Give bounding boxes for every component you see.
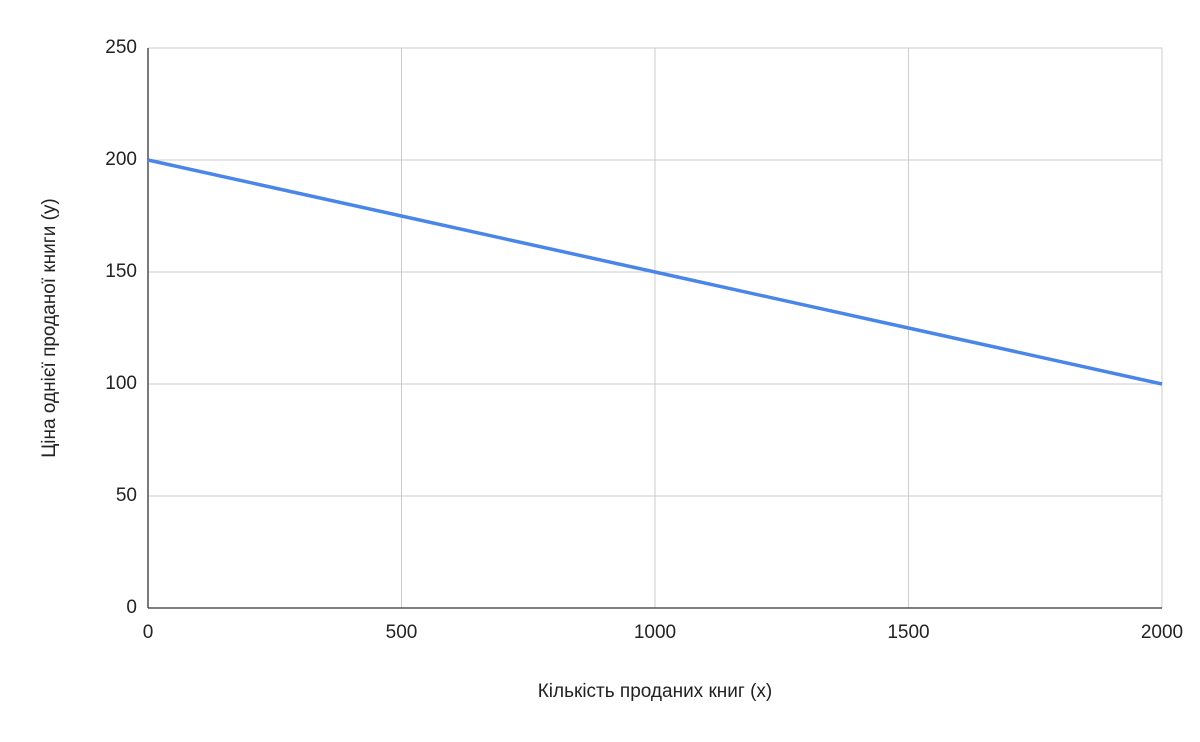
x-axis-title: Кількість проданих книг (x) xyxy=(538,681,773,702)
y-tick-label: 200 xyxy=(105,149,137,170)
y-tick-label: 0 xyxy=(126,597,137,618)
y-tick-label: 100 xyxy=(105,373,137,394)
y-axis-title: Ціна однієї проданої книги (y) xyxy=(39,198,60,458)
x-tick-label: 1500 xyxy=(887,622,929,643)
x-tick-label: 0 xyxy=(143,622,154,643)
x-tick-label: 1000 xyxy=(634,622,676,643)
x-tick-label: 500 xyxy=(386,622,418,643)
y-tick-label: 250 xyxy=(105,37,137,58)
y-tick-label: 50 xyxy=(116,485,137,506)
x-tick-label: 2000 xyxy=(1141,622,1183,643)
y-tick-label: 150 xyxy=(105,261,137,282)
data-line xyxy=(147,158,1163,386)
